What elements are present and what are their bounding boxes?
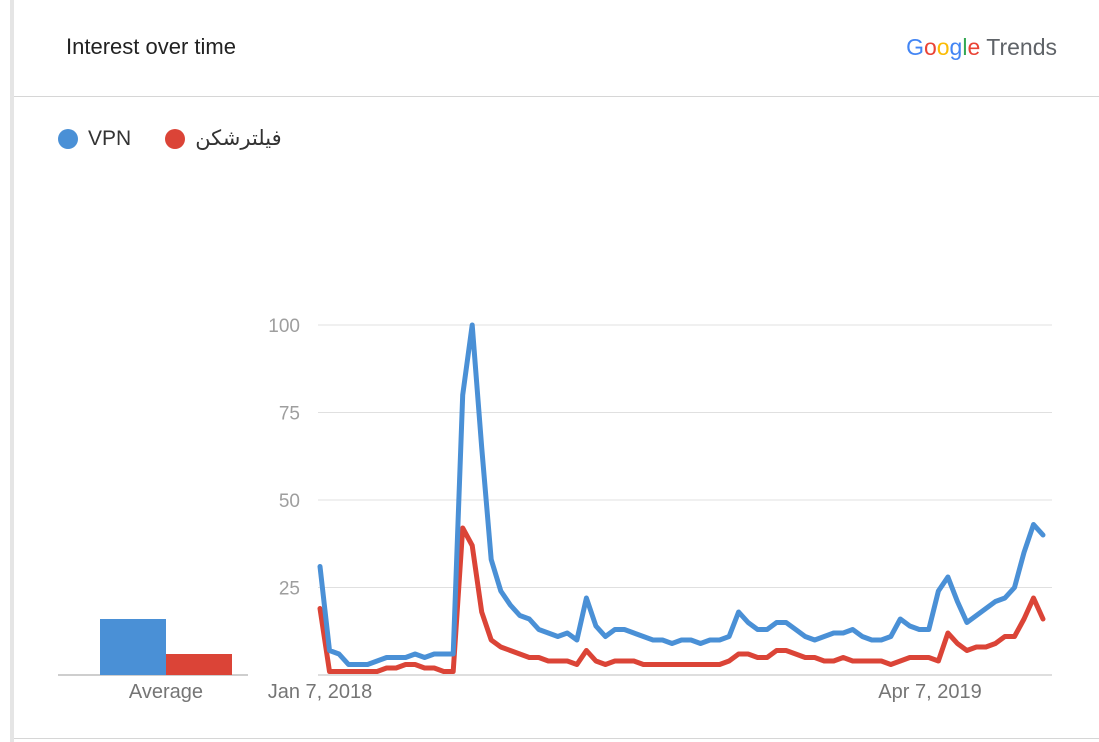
legend-dot-filtershekan: [165, 128, 186, 149]
card-title: Interest over time: [66, 34, 236, 59]
x-tick-label: Apr 7, 2019: [878, 681, 981, 703]
left-border: [10, 0, 14, 742]
logo-product: Trends: [986, 34, 1057, 60]
average-bar-filtershekan: [166, 654, 232, 675]
logo-letter: g: [949, 34, 963, 60]
footer-divider: [14, 738, 1099, 739]
y-tick-label: 25: [279, 579, 300, 600]
y-tick-label: 50: [279, 491, 300, 512]
x-tick-label: Jan 7, 2018: [268, 681, 373, 703]
legend-item-filtershekan[interactable]: فیلترشکن: [165, 126, 282, 151]
average-label: Average: [129, 681, 203, 703]
y-tick-label: 75: [279, 404, 300, 425]
series-line-vpn: [317, 322, 1046, 667]
logo-letter: o: [936, 34, 950, 60]
logo-letter: e: [967, 34, 981, 60]
series-line-filtershekan: [317, 525, 1046, 674]
chart-legend: VPN فیلترشکن: [58, 126, 282, 151]
logo-letter: l: [962, 34, 968, 60]
legend-label-filtershekan: فیلترشکن: [195, 127, 282, 150]
legend-dot-vpn: [58, 128, 78, 149]
legend-label-vpn: VPN: [88, 126, 132, 150]
logo-letter: G: [906, 34, 924, 60]
legend-item-vpn[interactable]: VPN: [58, 127, 131, 151]
logo-letter: o: [923, 34, 937, 60]
google-trends-logo: Google Trends: [906, 34, 1057, 61]
y-tick-label: 100: [268, 316, 300, 337]
card-header: Interest over time Google Trends: [14, 0, 1099, 97]
average-bar-vpn: [100, 619, 166, 675]
